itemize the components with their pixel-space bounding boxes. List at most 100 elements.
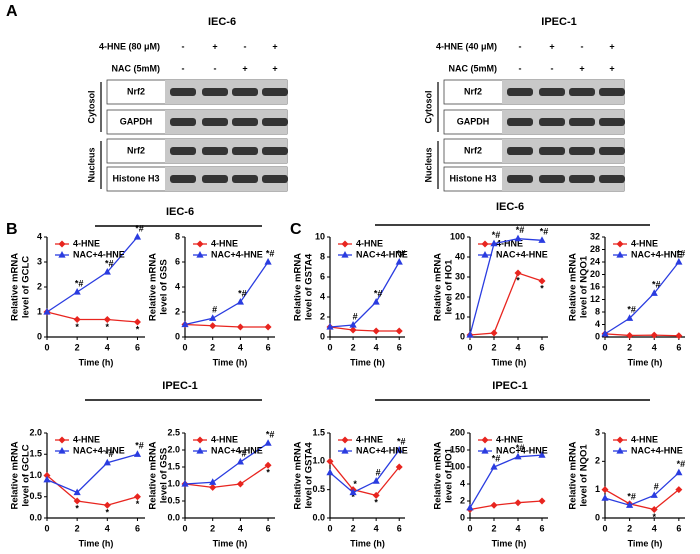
fraction-label: Cytosol [86,90,96,123]
y-axis-label: level of GSTA4 [304,442,315,509]
point [538,277,546,285]
significance: * [106,508,110,518]
significance: * [266,468,270,478]
y-tick-label: 2 [320,311,325,321]
series-line [46,475,138,506]
x-tick-label: 6 [135,342,140,352]
y-tick-label: 150 [450,444,465,454]
point [349,488,357,496]
x-axis-label: Time (h) [492,357,527,367]
legend-marker [616,447,624,454]
significance: * [351,492,355,502]
point [349,326,357,334]
legend-label: 4-HNE [631,238,658,248]
point [395,258,403,265]
significance: *# [135,223,144,233]
x-axis-label: Time (h) [492,538,527,548]
blot-band [599,118,625,126]
legend-label: 4-HNE [73,434,100,444]
band-label: Histone H3 [112,173,159,183]
x-tick-label: 0 [602,523,607,533]
y-axis-label: Relative mRNA [433,441,444,509]
significance: * [75,322,79,332]
significance: # [353,311,358,321]
point [181,480,189,487]
y-axis-label: level of HO1 [444,447,455,503]
y-tick-label: 2.0 [167,444,180,454]
series-line [469,272,543,336]
x-tick-label: 4 [238,523,243,533]
y-tick-label: 0.5 [29,491,42,501]
x-tick-label: 4 [105,342,110,352]
legend-marker [196,251,204,258]
significance: * [652,512,656,522]
significance: *# [374,288,383,298]
blot-band [170,175,196,183]
y-axis-label: level of GCLC [21,256,32,318]
significance: * [540,283,544,293]
legend-label: NAC+4-HNE [356,445,408,455]
point [490,329,498,337]
blot-band [262,88,288,96]
y-tick-label: 4 [175,281,180,291]
series-line [469,500,543,511]
blot-band [232,118,258,126]
legend-marker [616,251,624,258]
significance: *# [492,230,501,240]
legend-label: NAC+4-HNE [496,445,548,455]
treatment-sign: - [214,63,217,73]
treatment-sign: + [272,63,277,73]
treatment-label: NAC (5mM) [112,63,161,73]
point [675,468,683,476]
band-label: Histone H3 [449,173,496,183]
point [514,234,522,242]
significance: *# [540,227,549,237]
point [236,480,244,488]
series-line [184,261,269,326]
y-tick-label: 24 [590,256,600,266]
x-tick-label: 0 [182,523,187,533]
y-axis-label: level of NQO1 [579,444,590,507]
blot-band [539,147,565,155]
point [626,331,634,339]
point [103,501,111,509]
point [103,458,111,466]
legend-label: NAC+4-HNE [211,445,263,455]
legend-label: 4-HNE [211,434,238,444]
x-tick-label: 2 [210,523,215,533]
y-axis-label: level of GCLC [21,444,32,506]
blot-band [202,175,228,183]
x-tick-label: 2 [75,342,80,352]
y-tick-label: 0 [320,331,325,341]
point [103,316,111,323]
legend-label: 4-HNE [73,238,100,248]
x-tick-label: 6 [539,342,544,352]
point [395,327,403,335]
y-axis-label: Relative mRNA [10,253,21,321]
x-tick-label: 2 [491,342,496,352]
treatment-sign: + [549,41,554,51]
treatment-sign: - [519,41,522,51]
treatment-sign: + [609,41,614,51]
y-tick-label: 0 [175,331,180,341]
blot-band [170,118,196,126]
series-line [469,238,543,336]
point [326,323,334,330]
significance: *# [516,443,525,453]
y-axis-label: Relative mRNA [10,441,21,509]
point [73,497,81,505]
significance: *# [75,278,84,288]
blot-band [170,88,196,96]
treatment-sign: + [272,41,277,51]
y-axis-label: Relative mRNA [568,441,579,509]
series-line [184,323,269,328]
y-tick-label: 30 [455,271,465,281]
point [372,477,380,484]
legend-label: 4-HNE [496,434,523,444]
point [103,268,111,275]
series-line [469,454,543,509]
blot-band [507,118,533,126]
blot-band [569,88,595,96]
panel-label: A [6,3,18,20]
